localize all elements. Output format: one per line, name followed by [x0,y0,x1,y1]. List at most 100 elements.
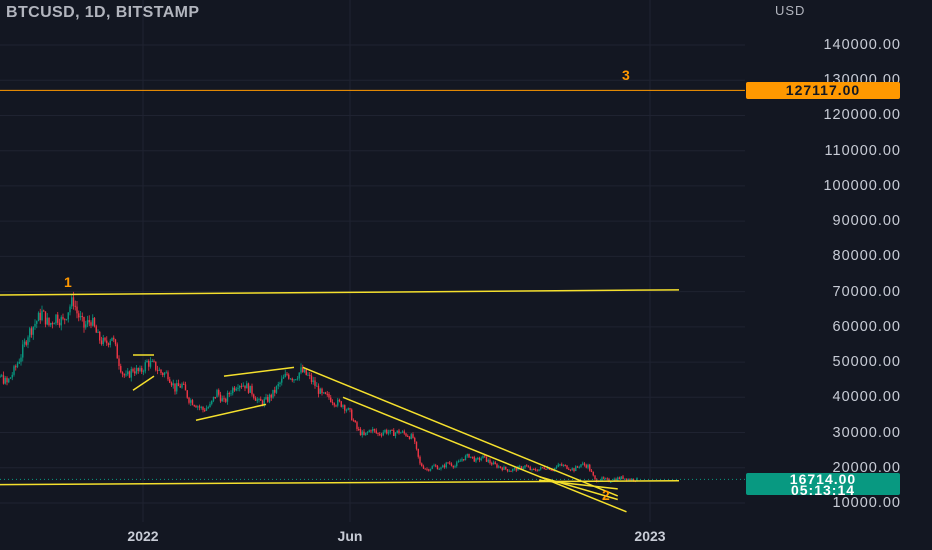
price-tick: 100000.00 [823,178,901,194]
candle-body [261,400,264,405]
candle-body [279,382,281,384]
candle-body [303,369,306,373]
candle-body [25,341,27,345]
candle-body [596,479,598,482]
wave-label-1: 1 [64,274,72,290]
candle-body [380,434,383,436]
candle-body [366,432,369,434]
candle-body [540,467,542,470]
candle-body [284,373,286,378]
candle-body [183,383,185,385]
trendline-inner-descending [342,396,627,513]
trendline-bottom-triangle [538,475,618,501]
candle-body [76,306,78,314]
candle-body [340,401,342,407]
candle-body [625,478,628,481]
candle-body [20,357,22,362]
candle-body [466,454,468,456]
candle-body [128,371,131,378]
price-tick: 120000.00 [823,107,901,123]
candle-body [116,344,118,359]
candle-body [356,422,358,429]
candle-body [151,360,153,362]
candle-body [305,369,307,376]
candle-body [58,322,61,326]
candle-body [447,462,449,464]
candle-body [370,430,372,432]
candle-body [421,463,423,467]
candle-body [538,469,540,472]
candle-body [478,457,481,461]
candle-body [260,398,262,401]
candle-body [127,371,129,375]
last-price-value: 16714.00 [789,471,857,487]
candle-body [550,469,552,471]
candle-body [375,430,377,433]
price-tick: 30000.00 [832,425,901,441]
time-axis[interactable]: 2022 Jun 2023 [0,522,745,550]
candle-body [65,319,68,321]
candle-body [391,429,393,431]
candle-body [314,380,316,386]
candle-body [69,306,71,313]
candle-body [436,466,439,470]
candle-body [251,385,253,395]
candle-body [11,374,13,378]
candle-body [361,431,363,436]
chart-area[interactable]: BTCUSD, 1D, BITSTAMP 1 2 3 [0,0,745,522]
candle-body [230,393,232,395]
candle-body [48,317,50,326]
candle-body [450,463,453,466]
candle-body [415,441,418,449]
candle-body [618,477,621,480]
candle-body [22,344,24,358]
candle-body [295,379,297,381]
candle-body [57,314,59,323]
candle-body [107,343,110,345]
candle-body [214,396,216,398]
candle-body [491,463,493,465]
candle-body [606,478,608,480]
candle-body [1,375,3,377]
candle-body [613,478,615,482]
candle-body [205,408,208,411]
candle-body [508,470,510,472]
candle-body [102,337,104,345]
candle-body [405,433,407,436]
candle-body [155,361,157,370]
price-tick: 60000.00 [832,319,901,335]
candle-body [246,383,248,389]
candle-body [209,403,211,408]
level-price-tag: 127117.00 [746,82,900,99]
candle-body [319,388,321,394]
candle-body [153,360,155,362]
candle-body [88,320,90,323]
symbol-title[interactable]: BTCUSD, 1D, BITSTAMP [6,4,200,21]
candle-body [141,368,143,372]
candle-body [464,455,467,461]
candle-body [373,428,376,431]
candle-body [109,340,111,345]
candle-body [498,466,500,468]
candle-body [249,385,251,393]
candle-body [225,398,227,402]
candle-body [184,384,187,391]
candle-body [244,385,246,389]
candle-body [135,367,138,374]
price-chart[interactable] [0,0,745,522]
candle-body [477,457,479,459]
candle-body [275,386,278,393]
candle-body [592,471,594,476]
candle-body [37,312,40,322]
candle-body [293,379,295,381]
candle-body [60,317,62,326]
candle-body [149,361,152,367]
price-tick: 80000.00 [832,248,901,264]
trendline-long-descending [302,366,619,497]
candle-body [566,465,568,469]
candle-body [235,388,237,391]
candle-body [342,405,344,407]
candle-body [422,466,425,469]
candle-body [242,385,244,387]
candle-body [212,396,215,401]
